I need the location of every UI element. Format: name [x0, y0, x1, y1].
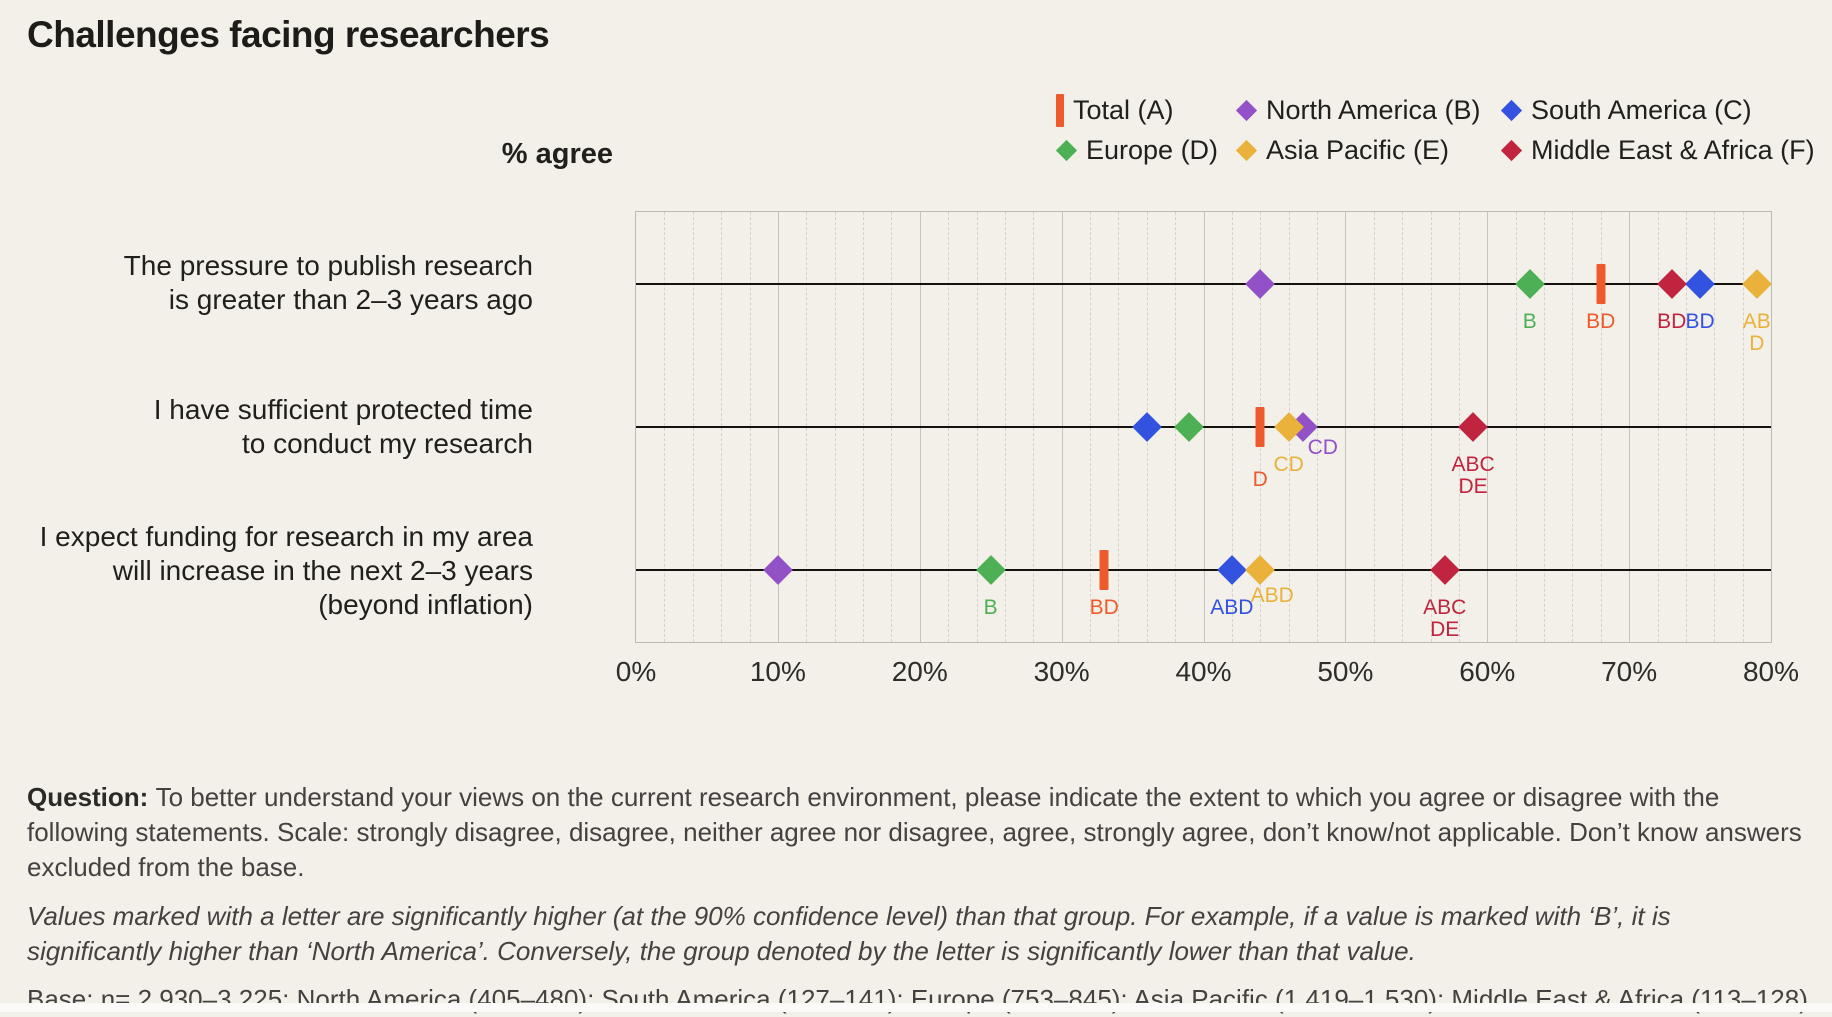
row-label-line: is greater than 2–3 years ago [168, 283, 533, 315]
row-line [636, 569, 1771, 572]
marker-e-diamond [1741, 268, 1772, 299]
question-line: excluded from the base. [27, 852, 305, 882]
legend-item-f: Middle East & Africa (F) [1500, 134, 1815, 167]
chart-legend: Total (A) North America (B) South America … [1055, 94, 1815, 167]
row-label-line: I expect funding for research in my area [39, 521, 533, 552]
significance-label-e: CD [1273, 453, 1304, 476]
footnotes: Question: To better understand your view… [27, 780, 1815, 1017]
significance-label-a: BD [1586, 309, 1616, 333]
marker-d-diamond [1174, 412, 1205, 442]
significance-line: significantly higher than ‘North America… [27, 936, 1416, 966]
row-line [636, 282, 1771, 285]
legend-label: Europe (D) [1086, 135, 1219, 165]
marker-a-bar [1099, 550, 1109, 591]
row-label-line: to conduct my research [241, 428, 533, 459]
marker-f-diamond [1656, 268, 1687, 299]
row-label: I have sufficient protected time to condu… [0, 393, 533, 461]
marker-b-diamond [763, 555, 793, 586]
significance-line: Values marked with a letter are signific… [27, 901, 1671, 931]
legend-item-c: South America (C) [1500, 94, 1815, 127]
bar-marker-icon [1056, 94, 1064, 127]
row-labels: The pressure to publish research is great… [0, 211, 533, 643]
significance-label-c: ABD [1210, 596, 1254, 620]
legend-item-d: Europe (D) [1055, 134, 1236, 167]
axis-title: % agree [501, 138, 613, 170]
significance-label-f: ABC DE [1423, 596, 1467, 642]
page-title: Challenges facing researchers [27, 14, 550, 55]
diamond-marker-icon [1500, 99, 1523, 122]
question-label: Question: [27, 782, 156, 812]
marker-a-bar [1255, 407, 1265, 447]
question-line: following statements. Scale: strongly di… [27, 817, 1802, 847]
diamond-marker-icon [1500, 139, 1523, 162]
marker-a-bar [1596, 263, 1606, 304]
marker-e-diamond [1245, 555, 1276, 586]
significance-note: Values marked with a letter are signific… [27, 899, 1807, 969]
x-tick-label: 0% [615, 656, 657, 687]
x-tick-label: 10% [749, 656, 806, 687]
marker-d-diamond [1514, 268, 1545, 299]
marker-c-diamond [1685, 268, 1715, 299]
legend-label: Total (A) [1073, 95, 1174, 125]
row-label-line: I have sufficient protected time [153, 394, 533, 425]
significance-label-e: AB D [1742, 309, 1771, 355]
x-tick-label: 80% [1742, 656, 1800, 687]
significance-label-a: BD [1089, 596, 1119, 620]
legend-label: Middle East & Africa (F) [1531, 135, 1815, 165]
diamond-marker-icon [1055, 139, 1078, 162]
x-tick-label: 50% [1317, 656, 1374, 687]
x-tick-label: 40% [1175, 656, 1232, 687]
marker-f-diamond [1429, 555, 1460, 586]
marker-c-diamond [1217, 555, 1247, 586]
row-label: The pressure to publish research is great… [0, 249, 533, 317]
bottom-strip [0, 1003, 1832, 1012]
marker-c-diamond [1131, 412, 1162, 442]
legend-label: Asia Pacific (E) [1266, 135, 1450, 165]
significance-label-c: BD [1685, 309, 1715, 333]
question-note: Question: To better understand your view… [27, 780, 1807, 885]
significance-label-d: B [983, 596, 998, 620]
significance-label-f: BD [1657, 309, 1687, 333]
x-tick-label: 20% [891, 656, 948, 687]
significance-label-a: D [1252, 468, 1268, 491]
legend-item-e: Asia Pacific (E) [1235, 134, 1501, 167]
x-tick-label: 30% [1033, 656, 1090, 687]
x-tick-label: 70% [1601, 656, 1658, 687]
significance-label-d: B [1522, 309, 1537, 333]
significance-label-b: CD [1307, 436, 1338, 459]
row-label: I expect funding for research in my area… [0, 520, 533, 622]
row-label-line: (beyond inflation) [318, 589, 533, 620]
question-line: Question: To better understand your view… [27, 782, 1720, 812]
plot-area: 0% 10% 20% 30% 40% 50% 60% 70% 80% BD BD B AB D BD D C… [616, 211, 1799, 687]
significance-label-f: ABC DE [1451, 453, 1495, 498]
legend-item-b: North America (B) [1235, 94, 1501, 127]
marker-d-diamond [975, 555, 1006, 586]
row-label-line: The pressure to publish research [123, 249, 533, 281]
marker-b-diamond [1245, 268, 1276, 299]
significance-label-e: ABD [1250, 584, 1294, 608]
row-label-line: will increase in the next 2–3 years [112, 555, 533, 586]
marker-f-diamond [1458, 412, 1488, 442]
x-tick-label: 60% [1459, 656, 1516, 687]
legend-label: North America (B) [1266, 95, 1481, 125]
diamond-marker-icon [1235, 139, 1258, 162]
diamond-marker-icon [1235, 99, 1258, 122]
legend-item-a: Total (A) [1056, 94, 1236, 127]
legend-label: South America (C) [1531, 95, 1752, 125]
